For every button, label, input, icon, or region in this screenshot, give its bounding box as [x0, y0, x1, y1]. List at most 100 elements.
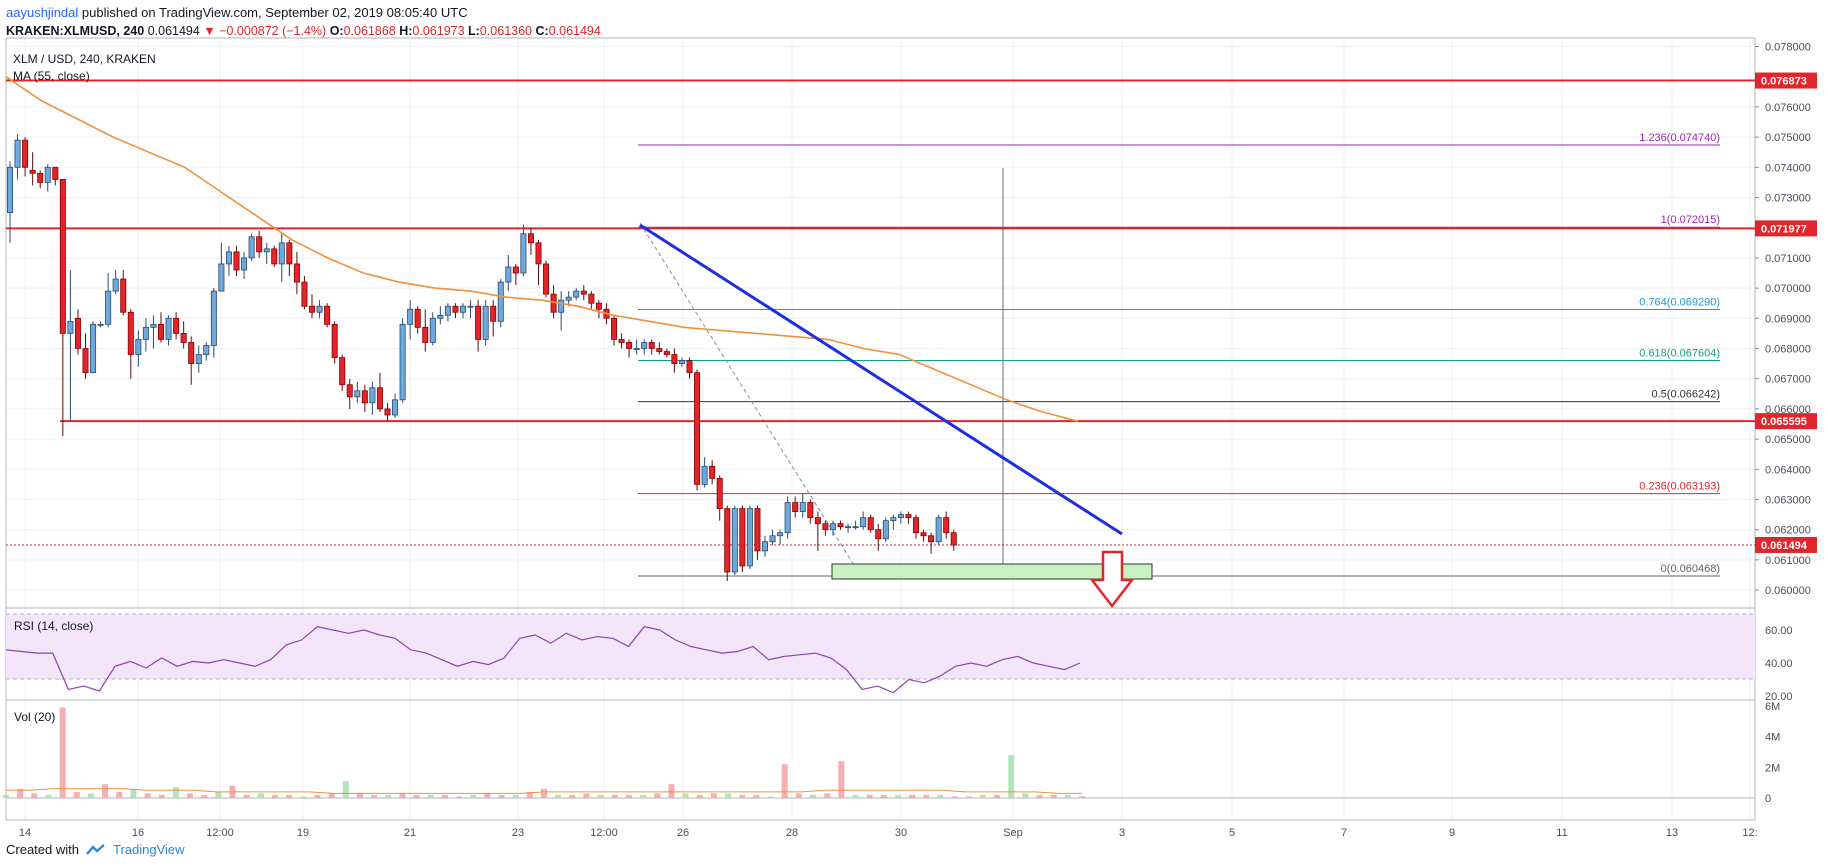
candle-body: [875, 529, 882, 540]
candle-body: [384, 408, 391, 416]
volume-bar: [371, 794, 378, 798]
x-tick-label: 13: [1666, 827, 1678, 839]
x-tick-label: 3: [1119, 827, 1125, 839]
open-value: 0.061868: [343, 24, 396, 38]
candle-body: [799, 502, 806, 512]
volume-bar: [1064, 794, 1071, 798]
y-tick-label: 0.069000: [1765, 313, 1811, 325]
y-tick-label: 0.067000: [1765, 374, 1811, 386]
candle-body: [520, 233, 527, 274]
fib-level-label: 1(0.072015): [1661, 214, 1720, 226]
volume-bar: [569, 794, 576, 798]
candle-body: [588, 293, 595, 304]
chart-header: aayushjindal published on TradingView.co…: [6, 4, 601, 40]
volume-tick-label: 0: [1765, 793, 1771, 805]
low-label: L:: [468, 24, 480, 38]
publish-text: published on TradingView.com, September …: [81, 5, 468, 20]
candle-body: [203, 345, 210, 355]
support-box[interactable]: [831, 563, 1153, 580]
symbol-label: KRAKEN:XLMUSD, 240: [6, 24, 145, 38]
y-tick-label: 0.066000: [1765, 404, 1811, 416]
y-tick-label: 0.065000: [1765, 434, 1811, 446]
volume-bar: [880, 794, 887, 798]
x-tick-label: 16: [132, 827, 144, 839]
candle-body: [301, 281, 308, 307]
price-axis[interactable]: 0.078000 0.076000 0.075000 0.074000 0.073000…: [1755, 42, 1817, 806]
volume-bar: [342, 781, 349, 798]
open-label: O:: [329, 24, 344, 38]
volume-bar: [781, 764, 788, 798]
resistance-lines[interactable]: [6, 79, 1755, 546]
volume-bar: [979, 794, 986, 798]
y-tick-label: 0.074000: [1765, 162, 1811, 174]
candle-body: [505, 266, 512, 283]
author-link[interactable]: aayushjindal: [6, 5, 79, 20]
volume-bar: [512, 794, 519, 798]
candle-body: [376, 387, 383, 410]
candle-body: [67, 320, 74, 334]
rsi-pane: [5, 613, 1755, 694]
candle-body: [59, 178, 66, 334]
volume-bar: [87, 793, 94, 798]
candle-body: [746, 508, 753, 567]
x-tick-label: 19: [297, 827, 309, 839]
candle-body: [278, 242, 285, 265]
candle-body: [271, 248, 278, 265]
price-change: −0.000872 (−1.4%): [219, 24, 327, 38]
candle-body: [210, 290, 217, 346]
candle-body: [913, 517, 920, 534]
bearish-trendline[interactable]: [639, 223, 1123, 536]
candle-body: [44, 166, 51, 183]
trendline[interactable]: [639, 223, 1123, 536]
candle-body: [641, 342, 648, 349]
volume-bar: [300, 796, 307, 798]
candle-body: [611, 317, 618, 340]
ma-label: MA (55, close): [13, 69, 90, 83]
volume-ma-line: [6, 788, 1082, 794]
candle-body: [694, 372, 701, 485]
y-tick-label: 0.076000: [1765, 102, 1811, 114]
rsi-band: [6, 614, 1755, 679]
volume-tick-label: 6M: [1765, 701, 1780, 713]
fib-retracement[interactable]: 1.236(0.074740) 1(0.072015) 0.764(0.069290…: [638, 132, 1720, 579]
y-tick-label: 0.068000: [1765, 344, 1811, 356]
candle-body: [233, 251, 240, 271]
candle-body: [452, 305, 459, 313]
fib-level-label: 0.618(0.067604): [1639, 347, 1720, 359]
candle-body: [173, 317, 180, 334]
volume-bar: [583, 793, 590, 798]
candle-body: [52, 166, 59, 180]
candle-body: [308, 305, 315, 313]
volume-bar: [356, 793, 363, 798]
volume-bar: [894, 794, 901, 798]
volume-bar: [102, 784, 109, 798]
candle-body: [656, 348, 663, 352]
candle-body: [822, 523, 829, 531]
volume-bar: [441, 794, 448, 798]
volume-bar: [272, 794, 278, 798]
publish-line: aayushjindal published on TradingView.co…: [6, 4, 601, 22]
y-tick-label: 0.078000: [1765, 42, 1811, 54]
y-tick-label: 0.063000: [1765, 495, 1811, 507]
candle-body: [188, 342, 195, 364]
volume-bar: [866, 794, 873, 798]
candle-body: [739, 508, 746, 567]
candle-body: [905, 514, 912, 519]
volume-tick-label: 2M: [1765, 762, 1780, 774]
time-axis[interactable]: 14 16 12:00 19 21 23 12:00 26 28 30 Sep 3 5 7 9 11 13 12:: [19, 827, 1758, 839]
x-tick-label: 12:: [1742, 827, 1757, 839]
close-label: C:: [535, 24, 549, 38]
candle-body: [157, 323, 164, 340]
panel-borders: [5, 37, 1756, 821]
volume-bar: [710, 793, 717, 798]
down-arrow-icon: [1089, 550, 1135, 609]
tradingview-brand[interactable]: TradingView: [112, 842, 185, 857]
support-zone[interactable]: [831, 550, 1153, 609]
candle-body: [558, 299, 565, 313]
candle-body: [890, 517, 897, 522]
candle-body: [241, 257, 248, 271]
x-tick-label: Sep: [1003, 827, 1023, 839]
y-tick-label: 0.064000: [1765, 464, 1811, 476]
candle-body: [686, 360, 693, 374]
